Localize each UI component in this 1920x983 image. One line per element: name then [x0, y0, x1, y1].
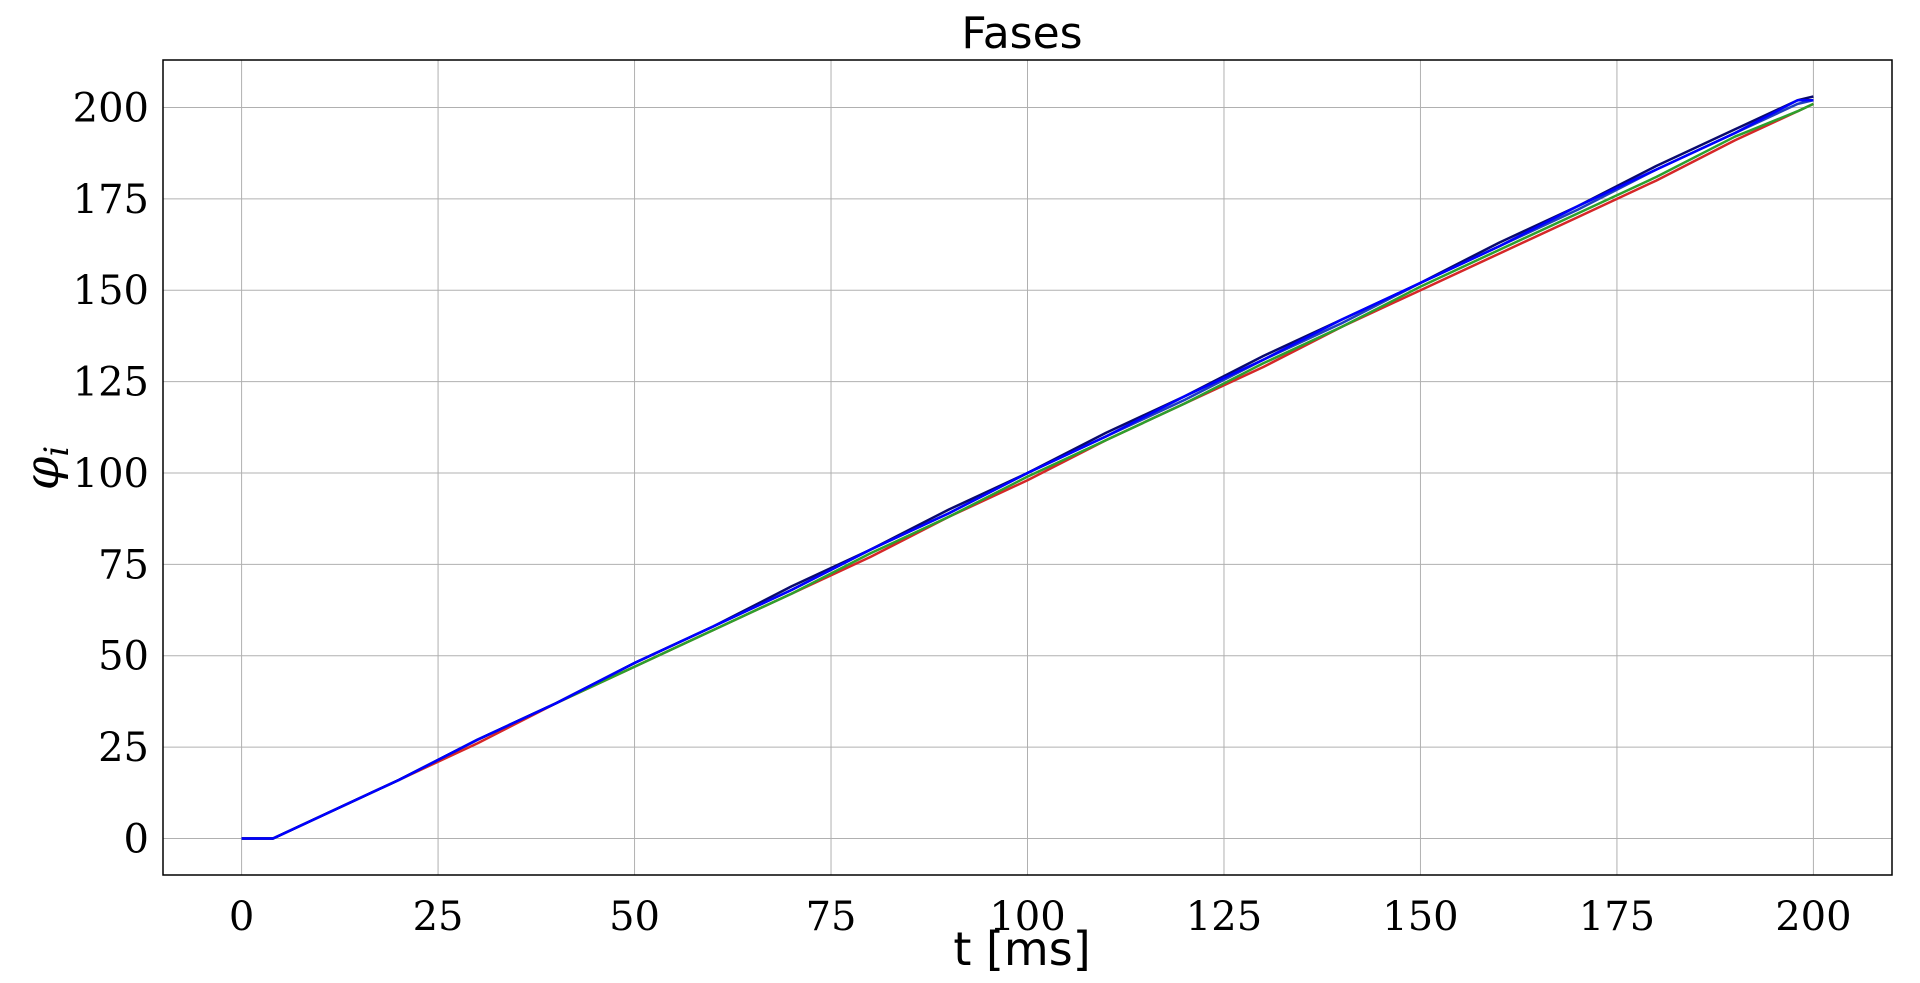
x-tick-label: 175	[1579, 894, 1655, 940]
x-tick-label: 125	[1186, 894, 1262, 940]
x-tick-label: 50	[609, 894, 660, 940]
series-group	[241, 95, 1814, 840]
y-tick-label: 25	[98, 725, 149, 771]
series-line-1	[241, 102, 1814, 840]
y-axis-label-symbol: φ	[14, 456, 70, 490]
y-axis-label-subscript: i	[37, 446, 77, 457]
y-tick-label: 100	[73, 451, 149, 497]
y-tick-labels: 0 25 50 75 100 125 150 175 200	[73, 86, 149, 863]
y-tick-label: 200	[73, 86, 149, 132]
y-tick-label: 0	[124, 816, 149, 862]
y-axis-label: φi	[14, 446, 77, 490]
x-tick-label: 100	[989, 894, 1065, 940]
x-tick-labels: 0 25 50 75 100 125 150 175 200	[229, 894, 1852, 940]
y-tick-label: 150	[73, 268, 149, 314]
x-tick-label: 150	[1382, 894, 1458, 940]
y-axis-label-group: φi	[14, 446, 77, 490]
chart-title: Fases	[961, 8, 1082, 59]
y-tick-label: 175	[73, 177, 149, 223]
x-tick-label: 75	[806, 894, 857, 940]
plot-frame	[162, 59, 1893, 876]
y-tick-label: 75	[98, 542, 149, 588]
x-tick-label: 25	[413, 894, 464, 940]
x-tick-label: 0	[229, 894, 254, 940]
y-tick-label: 50	[98, 634, 149, 680]
series-line-5	[241, 98, 1814, 840]
x-axis-label: t [ms]	[953, 922, 1090, 976]
x-tick-label: 200	[1775, 894, 1851, 940]
y-tick-label: 125	[73, 360, 149, 406]
